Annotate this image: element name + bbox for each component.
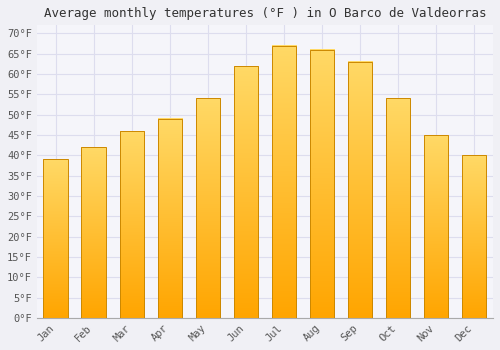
Bar bbox=[234, 66, 258, 318]
Bar bbox=[386, 98, 410, 318]
Bar bbox=[462, 155, 486, 318]
Bar bbox=[424, 135, 448, 318]
Bar bbox=[272, 46, 296, 318]
Bar bbox=[196, 98, 220, 318]
Bar bbox=[348, 62, 372, 318]
Bar bbox=[44, 159, 68, 318]
Bar bbox=[120, 131, 144, 318]
Bar bbox=[310, 50, 334, 318]
Title: Average monthly temperatures (°F ) in O Barco de Valdeorras: Average monthly temperatures (°F ) in O … bbox=[44, 7, 486, 20]
Bar bbox=[82, 147, 106, 318]
Bar bbox=[158, 119, 182, 318]
